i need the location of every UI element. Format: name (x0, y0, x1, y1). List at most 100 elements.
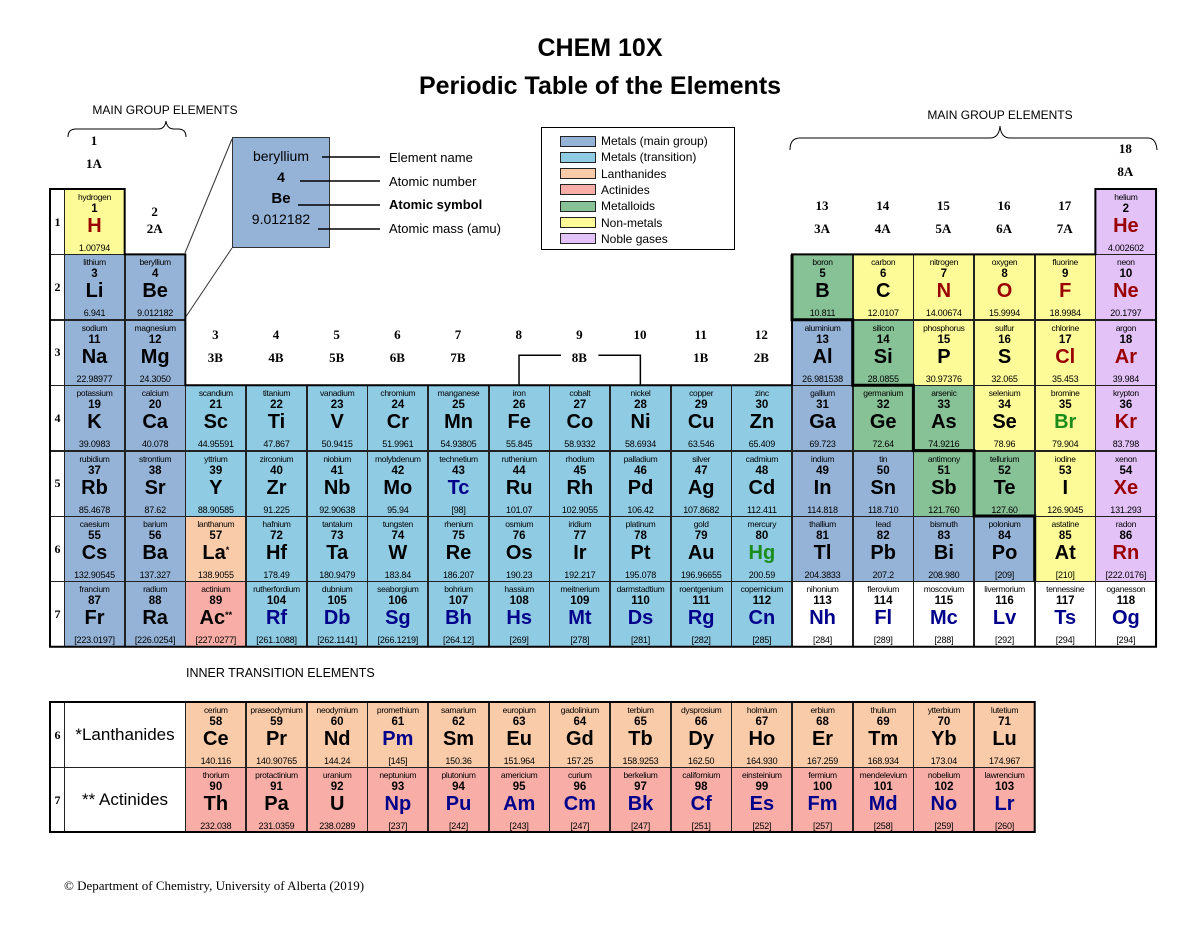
element-cell-u[interactable]: uranium 92 U 238.0289 (306, 767, 368, 833)
element-cell-md[interactable]: mendelevium 101 Md [258] (852, 767, 914, 833)
element-cell-sn[interactable]: tin 50 Sn 118.710 (852, 450, 914, 517)
element-cell-na[interactable]: sodium 11 Na 22.98977 (64, 319, 125, 386)
element-cell-sc[interactable]: scandium 21 Sc 44.95591 (185, 385, 247, 452)
element-cell-p[interactable]: phosphorus 15 P 30.97376 (913, 319, 975, 386)
element-cell-mo[interactable]: molybdenum 42 Mo 95.94 (367, 450, 429, 517)
element-cell-cm[interactable]: curium 96 Cm [247] (549, 767, 611, 833)
element-cell-ir[interactable]: iridium 77 Ir 192.217 (549, 516, 611, 582)
element-cell-hf[interactable]: hafnium 72 Hf 178.49 (246, 516, 307, 582)
element-cell-np[interactable]: neptunium 93 Np [237] (367, 767, 429, 833)
element-cell-hg[interactable]: mercury 80 Hg 200.59 (731, 516, 793, 582)
element-cell-te[interactable]: tellurium 52 Te 127.60 (974, 450, 1036, 517)
element-cell-s[interactable]: sulfur 16 S 32.065 (974, 319, 1036, 386)
element-cell-ag[interactable]: silver 47 Ag 107.8682 (670, 450, 732, 517)
element-cell-ge[interactable]: germanium 32 Ge 72.64 (852, 385, 914, 452)
element-cell-at[interactable]: astatine 85 At [210] (1034, 516, 1096, 582)
element-cell-ho[interactable]: holmium 67 Ho 164.930 (731, 702, 793, 768)
element-cell-mc[interactable]: moscovium 115 Mc [288] (913, 581, 975, 648)
element-cell-he[interactable]: helium 2 He 4.002602 (1095, 189, 1157, 255)
element-cell-th[interactable]: thorium 90 Th 232.038 (185, 767, 247, 833)
element-cell-be[interactable]: beryllium 4 Be 9.012182 (124, 254, 186, 321)
element-cell-sb[interactable]: antimony 51 Sb 121.760 (913, 450, 975, 517)
element-cell-pb[interactable]: lead 82 Pb 207.2 (852, 516, 914, 582)
element-cell-in[interactable]: indium 49 In 114.818 (792, 450, 854, 517)
element-cell-c[interactable]: carbon 6 C 12.0107 (852, 254, 914, 321)
element-cell-am[interactable]: americium 95 Am [243] (488, 767, 550, 833)
element-cell-po[interactable]: polonium 84 Po [209] (974, 516, 1036, 582)
element-cell-se[interactable]: selenium 34 Se 78.96 (974, 385, 1036, 452)
element-cell-re[interactable]: rhenium 75 Re 186.207 (428, 516, 490, 582)
element-cell-no[interactable]: nobelium 102 No [259] (913, 767, 975, 833)
element-cell-db[interactable]: dubnium 105 Db [262.1141] (306, 581, 368, 648)
element-cell-si[interactable]: silicon 14 Si 28.0855 (852, 319, 914, 386)
element-cell-au[interactable]: gold 79 Au 196.96655 (670, 516, 732, 582)
element-cell-zr[interactable]: zirconium 40 Zr 91.225 (246, 450, 307, 517)
element-cell-ca[interactable]: calcium 20 Ca 40.078 (124, 385, 186, 452)
element-cell-cu[interactable]: copper 29 Cu 63.546 (670, 385, 732, 452)
element-cell-b[interactable]: boron 5 B 10.811 (792, 254, 854, 321)
element-cell-la[interactable]: lanthanum 57 La* 138.9055 (185, 516, 247, 582)
element-cell-ra[interactable]: radium 88 Ra [226.0254] (124, 581, 186, 648)
element-cell-gd[interactable]: gadolinium 64 Gd 157.25 (549, 702, 611, 768)
element-cell-ta[interactable]: tantalum 73 Ta 180.9479 (306, 516, 368, 582)
element-cell-tb[interactable]: terbium 65 Tb 158.9253 (610, 702, 672, 768)
element-cell-cn[interactable]: copernicium 112 Cn [285] (731, 581, 793, 648)
element-cell-tc[interactable]: technetium 43 Tc [98] (428, 450, 490, 517)
element-cell-y[interactable]: yttrium 39 Y 88.90585 (185, 450, 247, 517)
element-cell-ac[interactable]: actinium 89 Ac** [227.0277] (185, 581, 247, 648)
element-cell-tl[interactable]: thallium 81 Tl 204.3833 (792, 516, 854, 582)
element-cell-co[interactable]: cobalt 27 Co 58.9332 (549, 385, 611, 452)
element-cell-zn[interactable]: zinc 30 Zn 65.409 (731, 385, 793, 452)
element-cell-er[interactable]: erbium 68 Er 167.259 (792, 702, 854, 768)
element-cell-rb[interactable]: rubidium 37 Rb 85.4678 (64, 450, 125, 517)
element-cell-ni[interactable]: nickel 28 Ni 58.6934 (610, 385, 672, 452)
element-cell-xe[interactable]: xenon 54 Xe 131.293 (1095, 450, 1157, 517)
element-cell-cs[interactable]: caesium 55 Cs 132.90545 (64, 516, 125, 582)
element-cell-nd[interactable]: neodymium 60 Nd 144.24 (306, 702, 368, 768)
element-cell-pa[interactable]: protactinium 91 Pa 231.0359 (246, 767, 307, 833)
element-cell-pd[interactable]: palladium 46 Pd 106.42 (610, 450, 672, 517)
element-cell-f[interactable]: fluorine 9 F 18.9984 (1034, 254, 1096, 321)
element-cell-fl[interactable]: flerovium 114 Fl [289] (852, 581, 914, 648)
element-cell-dy[interactable]: dysprosium 66 Dy 162.50 (670, 702, 732, 768)
element-cell-lr[interactable]: lawrencium 103 Lr [260] (974, 767, 1036, 833)
element-cell-ce[interactable]: cerium 58 Ce 140.116 (185, 702, 247, 768)
element-cell-ba[interactable]: barium 56 Ba 137.327 (124, 516, 186, 582)
element-cell-cd[interactable]: cadmium 48 Cd 112.411 (731, 450, 793, 517)
element-cell-br[interactable]: bromine 35 Br 79.904 (1034, 385, 1096, 452)
element-cell-yb[interactable]: ytterbium 70 Yb 173.04 (913, 702, 975, 768)
element-cell-lu[interactable]: lutetium 71 Lu 174.967 (974, 702, 1036, 768)
element-cell-nh[interactable]: nihonium 113 Nh [284] (792, 581, 854, 648)
element-cell-ne[interactable]: neon 10 Ne 20.1797 (1095, 254, 1157, 321)
element-cell-ga[interactable]: gallium 31 Ga 69.723 (792, 385, 854, 452)
element-cell-pu[interactable]: plutonium 94 Pu [242] (428, 767, 490, 833)
element-cell-sm[interactable]: samarium 62 Sm 150.36 (428, 702, 490, 768)
element-cell-rf[interactable]: rutherfordium 104 Rf [261.1088] (246, 581, 307, 648)
element-cell-ti[interactable]: titanium 22 Ti 47.867 (246, 385, 307, 452)
element-cell-nb[interactable]: niobium 41 Nb 92.90638 (306, 450, 368, 517)
element-cell-k[interactable]: potassium 19 K 39.0983 (64, 385, 125, 452)
element-cell-cf[interactable]: californium 98 Cf [251] (670, 767, 732, 833)
element-cell-ts[interactable]: tennessine 117 Ts [294] (1034, 581, 1096, 648)
element-cell-ar[interactable]: argon 18 Ar 39.984 (1095, 319, 1157, 386)
element-cell-lv[interactable]: livermorium 116 Lv [292] (974, 581, 1036, 648)
element-cell-cr[interactable]: chromium 24 Cr 51.9961 (367, 385, 429, 452)
element-cell-pr[interactable]: praseodymium 59 Pr 140.90765 (246, 702, 307, 768)
element-cell-sr[interactable]: strontium 38 Sr 87.62 (124, 450, 186, 517)
element-cell-fm[interactable]: fermium 100 Fm [257] (792, 767, 854, 833)
element-cell-as[interactable]: arsenic 33 As 74.9216 (913, 385, 975, 452)
element-cell-ds[interactable]: darmstadtium 110 Ds [281] (610, 581, 672, 648)
element-cell-v[interactable]: vanadium 23 V 50.9415 (306, 385, 368, 452)
element-cell-fr[interactable]: francium 87 Fr [223.0197] (64, 581, 125, 648)
element-cell-eu[interactable]: europium 63 Eu 151.964 (488, 702, 550, 768)
element-cell-fe[interactable]: iron 26 Fe 55.845 (488, 385, 550, 452)
element-cell-n[interactable]: nitrogen 7 N 14.00674 (913, 254, 975, 321)
element-cell-cl[interactable]: chlorine 17 Cl 35.453 (1034, 319, 1096, 386)
element-cell-bh[interactable]: bohrium 107 Bh [264.12] (428, 581, 490, 648)
element-cell-mt[interactable]: meitnerium 109 Mt [278] (549, 581, 611, 648)
element-cell-li[interactable]: lithium 3 Li 6.941 (64, 254, 125, 321)
element-cell-tm[interactable]: thulium 69 Tm 168.934 (852, 702, 914, 768)
element-cell-pm[interactable]: promethium 61 Pm [145] (367, 702, 429, 768)
element-cell-w[interactable]: tungsten 74 W 183.84 (367, 516, 429, 582)
element-cell-sg[interactable]: seaborgium 106 Sg [266.1219] (367, 581, 429, 648)
